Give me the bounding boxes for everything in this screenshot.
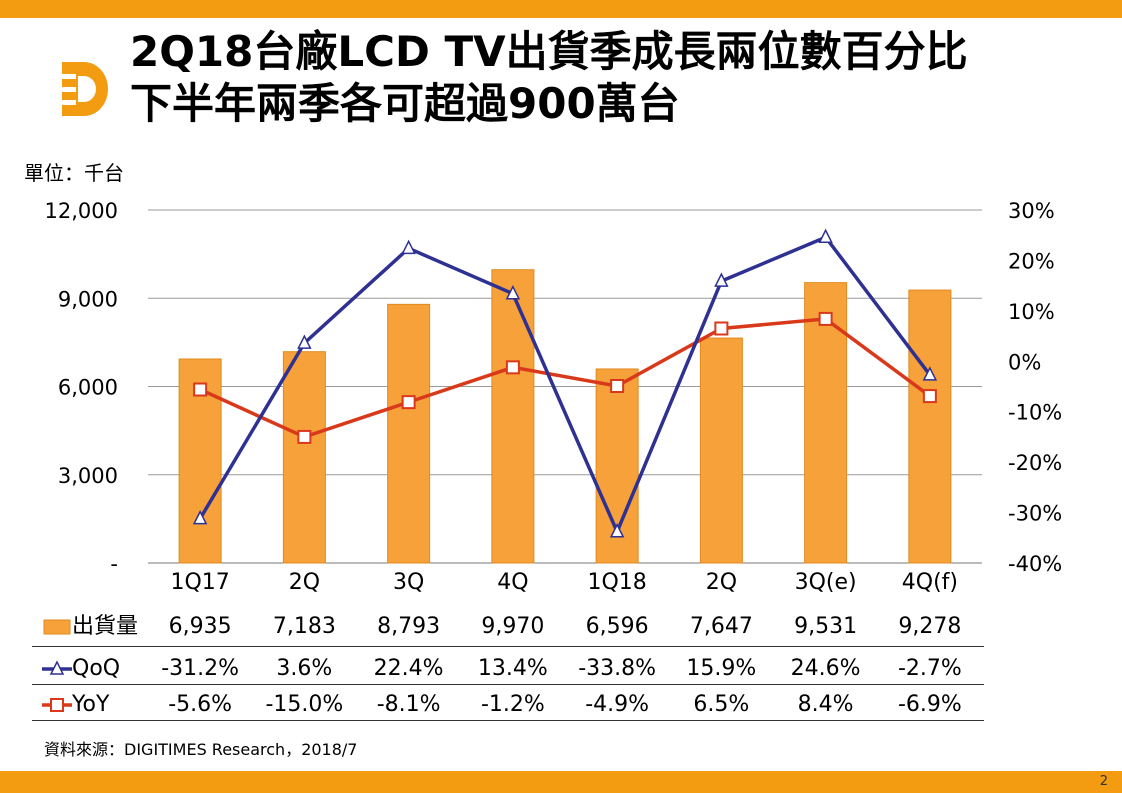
left-tick-label: 9,000 (58, 287, 118, 311)
legend-label: 出貨量 (72, 614, 139, 639)
x-tick-label: 1Q17 (170, 570, 229, 595)
right-tick-label: 30% (1008, 199, 1055, 223)
page-number: 2 (1099, 774, 1108, 789)
right-tick-label: -30% (1008, 502, 1062, 526)
right-tick-label: -20% (1008, 451, 1062, 475)
qoq-point (401, 239, 416, 255)
table-cell: -8.1% (376, 692, 441, 717)
yoy-point (922, 389, 937, 404)
qoq-point (714, 272, 729, 287)
x-tick-label: 2Q (289, 570, 320, 595)
table-cell: 7,647 (689, 614, 753, 639)
table-cell: 9,531 (794, 614, 858, 639)
table-cell: 15.9% (686, 656, 757, 681)
bottom-accent-bar (0, 771, 1122, 793)
title-line-2: 下半年兩季各可超過900萬台 (130, 79, 680, 128)
qoq-point (297, 334, 312, 349)
table-cell: 8.4% (797, 692, 854, 717)
left-tick-label: 12,000 (45, 199, 118, 223)
table-cell: 24.6% (790, 656, 861, 681)
qoq-point (818, 228, 833, 243)
table-cell: -4.9% (585, 692, 650, 717)
left-tick-label: 3,000 (58, 464, 118, 488)
legend-entry: 出貨量 (42, 612, 146, 642)
right-tick-label: 0% (1008, 350, 1041, 374)
x-tick-label: 3Q(e) (795, 570, 857, 595)
table-cell: 3.6% (276, 656, 333, 681)
table-cell: -5.6% (168, 692, 233, 717)
left-tick-label: - (110, 552, 118, 576)
table-row-qoq: -31.2% 3.6% 22.4% 13.4% -33.8% 15.9% 24.6% -2.7… (146, 652, 984, 686)
legend-swatch (42, 698, 72, 712)
unit-label: 單位：千台 (24, 161, 124, 185)
yoy-point (818, 311, 833, 326)
table-row-: 6,935 7,183 8,793 9,970 6,596 7,647 9,531 9,278 (146, 610, 984, 644)
x-tick-label: 2Q (706, 570, 737, 595)
right-tick-label: -10% (1008, 401, 1062, 425)
top-accent-bar (0, 0, 1122, 18)
table-cell: -6.9% (897, 692, 962, 717)
bar (282, 351, 326, 564)
source-note: 資料來源：DIGITIMES Research，2018/7 (44, 740, 358, 759)
x-tick-label: 4Q(f) (902, 570, 958, 595)
table-cell: 9,970 (481, 614, 545, 639)
legend-swatch (42, 660, 72, 675)
left-tick-label: 6,000 (58, 376, 118, 400)
yoy-point (401, 395, 416, 410)
digitimes-logo (50, 62, 108, 116)
yoy-point (193, 382, 208, 397)
x-tick-label: 3Q (393, 570, 424, 595)
right-tick-label: 10% (1008, 300, 1055, 324)
table-divider (32, 646, 984, 647)
right-tick-label: 20% (1008, 249, 1055, 273)
bar (491, 269, 535, 564)
title-line-1: 2Q18台廠LCD TV出貨季成長兩位數百分比 (130, 27, 968, 76)
legend-entry: QoQ (42, 654, 146, 684)
table-divider (32, 684, 984, 685)
legend-entry: YoY (42, 690, 146, 720)
qoq-point (505, 285, 521, 300)
bar (699, 337, 743, 564)
series-line-yoy (199, 317, 931, 439)
table-cell: -33.8% (578, 656, 657, 681)
legend-label: YoY (72, 692, 110, 717)
qoq-point (192, 509, 208, 525)
yoy-point (505, 360, 520, 375)
x-tick-label: 4Q (497, 570, 528, 595)
qoq-point (609, 523, 625, 538)
page-title: 2Q18台廠LCD TV出貨季成長兩位數百分比 下半年兩季各可超過900萬台 (130, 26, 968, 130)
right-tick-label: -40% (1008, 552, 1062, 576)
table-divider (32, 720, 984, 721)
legend-swatch (43, 619, 71, 635)
table-cell: 6,935 (168, 614, 232, 639)
table-cell: -1.2% (480, 692, 545, 717)
series-line-qoq (198, 235, 932, 537)
yoy-point (714, 321, 729, 336)
table-row-yoy: -5.6% -15.0% -8.1% -1.2% -4.9% 6.5% 8.4% -6.9% (146, 688, 984, 722)
x-tick-label: 1Q18 (587, 570, 646, 595)
table-cell: 8,793 (377, 614, 441, 639)
table-cell: 13.4% (477, 656, 548, 681)
table-cell: -15.0% (265, 692, 344, 717)
table-cell: -31.2% (161, 656, 240, 681)
table-cell: 22.4% (373, 656, 444, 681)
yoy-point (297, 429, 312, 444)
bar (908, 289, 952, 564)
table-cell: -2.7% (897, 656, 962, 681)
bar (387, 303, 431, 564)
table-cell: 9,278 (898, 614, 962, 639)
table-cell: 7,183 (272, 614, 336, 639)
table-cell: 6,596 (585, 614, 649, 639)
yoy-point (610, 378, 625, 393)
legend-label: QoQ (72, 656, 121, 681)
table-cell: 6.5% (693, 692, 750, 717)
qoq-point (922, 366, 938, 381)
